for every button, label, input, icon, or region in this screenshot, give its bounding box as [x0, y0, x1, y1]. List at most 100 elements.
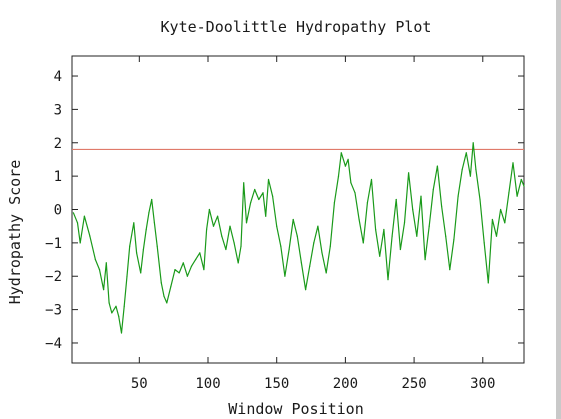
series-point — [432, 188, 434, 191]
series-point — [337, 175, 340, 177]
series-point — [445, 235, 447, 237]
series-point — [182, 262, 184, 264]
series-point — [362, 242, 364, 244]
series-point — [329, 245, 331, 247]
series-point — [520, 178, 522, 181]
x-tick-label: 50 — [131, 376, 148, 392]
x-tick-label: 100 — [195, 376, 220, 392]
series-point — [166, 302, 168, 304]
series-point — [237, 262, 239, 264]
series-layer — [72, 142, 525, 334]
series-point — [170, 285, 172, 287]
series-point — [370, 178, 373, 181]
x-tick-label: 300 — [470, 376, 495, 392]
series-point — [288, 248, 290, 251]
series-point — [504, 222, 506, 224]
series-point — [472, 142, 474, 144]
x-axis-ticks: 50 100 150 200 250 300 — [131, 56, 495, 392]
series-point — [321, 252, 323, 254]
series-point — [145, 228, 147, 231]
chart-title: Kyte-Doolittle Hydropathy Plot — [161, 18, 432, 36]
series-point — [225, 248, 227, 251]
series-point — [123, 305, 125, 307]
series-point — [120, 332, 123, 334]
series-point — [250, 202, 252, 204]
series-point — [461, 168, 463, 171]
series-point — [133, 222, 135, 224]
series-point — [309, 265, 311, 267]
series-point — [313, 242, 315, 244]
x-tick-label: 150 — [264, 376, 289, 392]
series-point — [516, 195, 518, 197]
series-point — [118, 315, 120, 317]
series-point — [245, 222, 248, 224]
series-point — [254, 188, 256, 191]
series-point — [174, 269, 176, 271]
series-point — [347, 158, 349, 160]
series-point — [340, 152, 342, 154]
series-point — [229, 225, 231, 227]
y-tick-label: 2 — [54, 136, 62, 152]
series-point — [395, 198, 397, 201]
series-point — [79, 242, 81, 244]
series-point — [408, 172, 410, 174]
series-point — [391, 235, 393, 237]
series-point — [296, 235, 298, 237]
series-point — [148, 212, 150, 214]
series-point — [151, 198, 153, 201]
series-point — [453, 238, 455, 241]
series-point — [108, 302, 110, 304]
series-point — [399, 248, 401, 251]
series-point — [412, 208, 414, 211]
x-axis-label: Window Position — [228, 400, 363, 418]
series-point — [203, 269, 205, 271]
series-point — [272, 195, 274, 197]
series-point — [508, 192, 510, 194]
series-point — [495, 235, 498, 237]
series-point — [208, 208, 210, 211]
series-point — [156, 245, 158, 247]
series-point — [379, 255, 381, 257]
series-point — [212, 225, 215, 227]
series-point — [305, 289, 307, 291]
series-point — [465, 152, 467, 154]
series-point — [98, 269, 101, 271]
series-point — [258, 198, 260, 201]
series-point — [469, 175, 471, 177]
series-point — [163, 295, 165, 297]
series-point — [195, 259, 197, 261]
series-point — [262, 192, 264, 194]
series-point — [344, 165, 346, 167]
series-point — [300, 262, 302, 264]
series-point — [333, 202, 335, 204]
series-point — [186, 275, 188, 277]
series-point — [160, 282, 162, 284]
y-tick-label: −4 — [45, 336, 62, 352]
window-scrollbar[interactable] — [556, 0, 561, 419]
series-point — [366, 202, 368, 204]
series-point — [358, 218, 360, 221]
series-point — [94, 259, 96, 261]
series-point — [403, 222, 406, 224]
series-point — [375, 228, 377, 231]
y-tick-label: 1 — [54, 169, 62, 185]
series-point — [424, 259, 426, 261]
series-point — [115, 305, 117, 307]
y-axis-label: Hydropathy Score — [6, 160, 24, 305]
series-point — [105, 262, 107, 264]
series-point — [206, 228, 208, 231]
y-tick-label: 0 — [54, 203, 62, 219]
series-point — [280, 245, 282, 247]
series-point — [512, 162, 514, 164]
series-point — [292, 218, 294, 221]
series-point — [416, 235, 418, 237]
series-point — [129, 245, 131, 247]
series-point — [284, 275, 286, 277]
series-point — [111, 312, 113, 314]
series-point — [325, 272, 327, 274]
series-point — [199, 252, 201, 254]
series-point — [500, 208, 502, 211]
series-line — [72, 142, 525, 334]
series-point — [221, 235, 223, 237]
series-point — [354, 192, 356, 194]
